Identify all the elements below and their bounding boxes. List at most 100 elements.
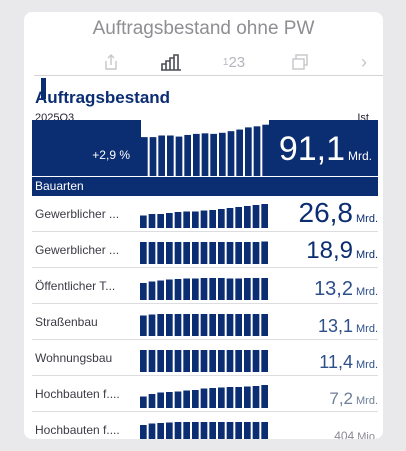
- category-sparkline: [140, 310, 268, 336]
- sparkline-bar: [175, 136, 183, 176]
- sparkline-bar: [235, 207, 242, 228]
- sparkline-svg: [140, 278, 268, 300]
- row-divider: [32, 303, 378, 304]
- category-value-number: 18,9: [306, 237, 353, 264]
- widget-card: Auftragsbestand ohne PW 1 23 ›: [24, 12, 383, 439]
- sparkline-bar: [261, 204, 268, 228]
- sparkline-bar: [166, 242, 173, 264]
- sparkline-bar: [244, 206, 251, 228]
- category-sparkline: [140, 346, 268, 372]
- sparkline-bar: [140, 315, 147, 336]
- sparkline-bar: [166, 422, 173, 439]
- bar-chart-view-button[interactable]: [157, 50, 187, 74]
- sparkline-bar: [252, 386, 260, 408]
- sparkline-bar: [140, 425, 147, 439]
- sparkline-svg: [141, 124, 269, 176]
- category-row[interactable]: Gewerblicher ... 26,8 Mrd.: [32, 197, 379, 232]
- sparkline-bar: [226, 422, 234, 439]
- sparkline-bar: [218, 422, 225, 439]
- sparkline-bar: [261, 385, 268, 408]
- category-value: 26,8 Mrd.: [299, 197, 379, 229]
- sparkline-bar: [226, 387, 234, 408]
- sparkline-bar: [252, 422, 260, 439]
- row-divider: [32, 267, 378, 268]
- sparkline-bar: [141, 137, 148, 176]
- sparkline-bar: [192, 422, 199, 439]
- summary-value: 91,1 Mrd.: [279, 130, 372, 169]
- row-divider: [32, 231, 378, 232]
- numbers-view-button[interactable]: 1 23: [220, 50, 248, 74]
- sparkline-bar: [157, 242, 164, 264]
- sparkline-bar: [200, 350, 208, 372]
- sparkline-bar: [157, 314, 164, 336]
- next-button[interactable]: ›: [356, 50, 372, 74]
- sparkline-bar: [157, 350, 164, 372]
- sparkline-svg: [140, 204, 268, 228]
- sparkline-bar: [201, 133, 209, 176]
- sparkline-bar: [252, 278, 260, 300]
- sparkline-bar: [227, 131, 235, 176]
- sparkline-bar: [218, 242, 225, 264]
- section-accent: [41, 78, 46, 99]
- sparkline-svg: [140, 385, 268, 408]
- summary-sparkline: [141, 120, 269, 176]
- row-divider: [32, 375, 378, 376]
- sparkline-bar: [209, 242, 216, 264]
- sparkline-bar: [166, 279, 173, 300]
- summary-value-number: 91,1: [278, 130, 345, 168]
- sparkline-bar: [226, 278, 234, 300]
- summary-row[interactable]: +2,9 % 91,1 Mrd.: [32, 120, 378, 176]
- sparkline-bar: [218, 278, 225, 300]
- sparkline-bar: [261, 314, 268, 336]
- sparkline-bar: [183, 390, 190, 408]
- sparkline-bar: [183, 278, 190, 300]
- sparkline-bar: [148, 350, 156, 372]
- sparkline-bar: [149, 137, 157, 176]
- category-value-unit: Mio.: [357, 431, 378, 439]
- sparkline-bar: [235, 350, 242, 372]
- sparkline-bar: [235, 242, 242, 264]
- sparkline-svg: [140, 241, 268, 264]
- share-icon: [105, 54, 117, 70]
- category-row[interactable]: Gewerblicher ... 18,9 Mrd.: [32, 234, 378, 268]
- sparkline-bar: [174, 350, 182, 372]
- sparkline-bar: [200, 422, 208, 439]
- sparkline-bar: [148, 242, 156, 264]
- sparkline-bar: [261, 278, 268, 300]
- sparkline-bar: [226, 208, 234, 228]
- sparkline-bar: [209, 278, 216, 300]
- category-value-number: 13,1: [317, 316, 353, 336]
- row-divider: [32, 339, 378, 340]
- status-label: Ist: [357, 112, 369, 124]
- category-value-unit: Mrd.: [356, 359, 378, 371]
- sparkline-bar: [193, 133, 200, 176]
- category-label: Hochbauten f....: [35, 423, 120, 437]
- sparkline-bar: [200, 278, 208, 300]
- sparkline-bar: [226, 242, 234, 264]
- widget-title: Auftragsbestand ohne PW: [92, 18, 315, 39]
- numbers-label: 23: [228, 53, 246, 71]
- category-label: Hochbauten f....: [35, 387, 120, 401]
- sparkline-bar: [200, 242, 208, 264]
- category-row[interactable]: Hochbauten f.... 7,2 Mrd.: [32, 378, 378, 412]
- sparkline-bar: [209, 388, 216, 408]
- sparkline-bar: [200, 314, 208, 336]
- sparkline-bar: [210, 133, 217, 176]
- sparkline-bar: [245, 127, 252, 176]
- category-row[interactable]: Öffentlicher T... 13,2 Mrd.: [32, 270, 378, 304]
- sparkline-bar: [218, 209, 225, 228]
- sparkline-svg: [140, 350, 268, 372]
- category-row[interactable]: Hochbauten f.... 404 Mio.: [32, 414, 378, 439]
- sparkline-bar: [148, 214, 156, 228]
- category-row[interactable]: Wohnungsbau 11,4 Mrd.: [32, 342, 378, 376]
- share-button[interactable]: [98, 50, 124, 74]
- sparkline-bar: [235, 314, 242, 336]
- category-row[interactable]: Straßenbau 13,1 Mrd.: [32, 306, 378, 340]
- sparkline-bar: [218, 350, 225, 372]
- section-title: Auftragsbestand: [35, 88, 171, 107]
- window-view-button[interactable]: [287, 50, 313, 74]
- sparkline-bar: [192, 211, 199, 228]
- sparkline-bar: [158, 135, 165, 176]
- sparkline-bar: [183, 314, 190, 336]
- sparkline-bar: [262, 124, 269, 176]
